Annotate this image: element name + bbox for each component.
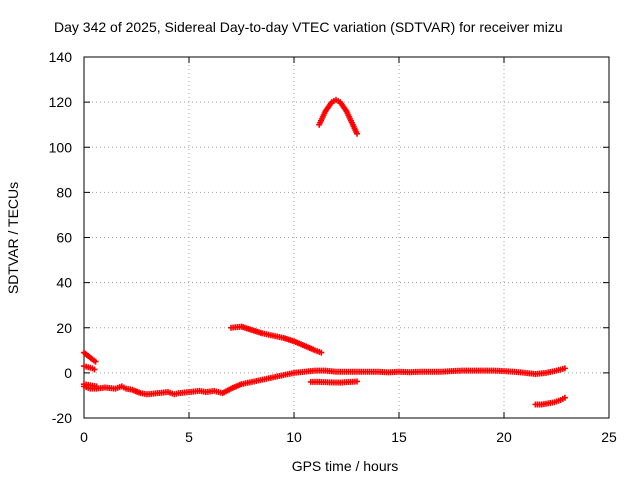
series-layer (81, 96, 568, 408)
series-arc-5 (228, 323, 325, 356)
y-tick-label: 40 (56, 275, 72, 291)
series-arc-8 (532, 394, 568, 408)
series-arc-4 (81, 381, 100, 390)
axis-ticks: 0 5 10 15 20 25 -20 0 20 40 60 80 100 120 140 (49, 49, 617, 445)
data-point (561, 394, 568, 401)
series-arc-7 (307, 378, 360, 386)
data-point (561, 365, 568, 372)
x-tick-label: 10 (286, 429, 302, 445)
data-point (91, 366, 98, 373)
data-point (318, 349, 325, 356)
y-tick-label: 20 (56, 320, 72, 336)
data-point (354, 130, 360, 137)
data-point (354, 378, 360, 385)
series-arc-2 (81, 363, 98, 373)
x-tick-label: 25 (601, 429, 617, 445)
series-arc-3 (81, 365, 568, 398)
y-tick-label: 120 (49, 94, 73, 110)
y-tick-label: 140 (49, 49, 73, 65)
x-tick-label: 15 (391, 429, 407, 445)
series-arc-1 (81, 349, 99, 365)
data-point (93, 383, 100, 390)
y-tick-label: 80 (56, 184, 72, 200)
x-tick-label: 0 (80, 429, 88, 445)
y-tick-label: -20 (52, 410, 72, 426)
y-axis-label: SDTVAR / TECUs (5, 182, 21, 294)
grid (84, 57, 609, 418)
y-tick-label: 100 (49, 139, 73, 155)
x-axis-label: GPS time / hours (292, 458, 399, 474)
series-arc-6 (316, 96, 360, 137)
x-tick-label: 5 (185, 429, 193, 445)
x-tick-label: 20 (496, 429, 512, 445)
chart-title: Day 342 of 2025, Sidereal Day-to-day VTE… (54, 19, 563, 35)
data-point (92, 358, 99, 365)
y-tick-label: 60 (56, 230, 72, 246)
y-tick-label: 0 (64, 365, 72, 381)
